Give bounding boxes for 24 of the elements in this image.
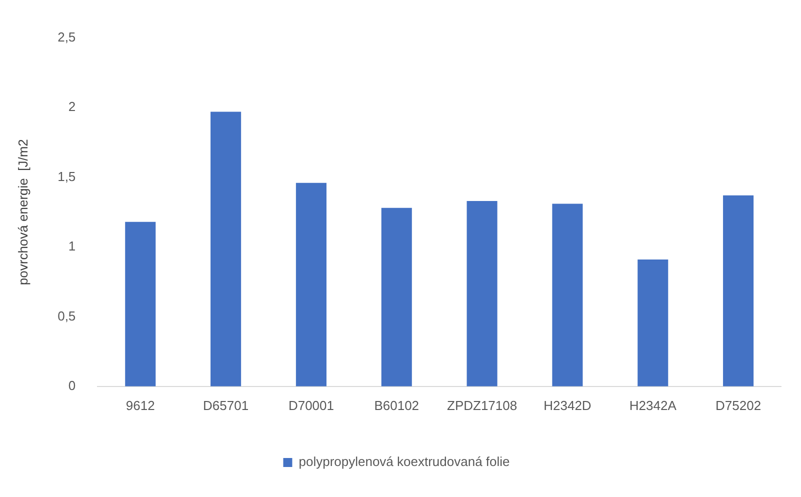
bar <box>210 112 242 386</box>
y-tick-label: 0 <box>68 378 76 393</box>
y-tick-label: 0,5 <box>58 308 76 324</box>
bar <box>381 208 412 386</box>
bar <box>552 204 583 386</box>
bar <box>466 200 498 386</box>
x-tick-label: B60102 <box>374 398 420 413</box>
x-tick-label: D70001 <box>288 398 334 413</box>
bar <box>638 260 668 386</box>
y-tick-label: 1 <box>68 238 76 254</box>
y-tick-label: 2 <box>68 99 76 114</box>
bar <box>125 222 156 386</box>
x-tick-label: H2342D <box>544 398 592 413</box>
y-axis-title: povrchová energie [J/m2 <box>15 139 30 286</box>
legend-label: polypropylenová koextrudovaná folie <box>298 454 510 470</box>
x-tick-label: D65701 <box>203 398 249 413</box>
x-tick-label: D75202 <box>716 398 762 413</box>
x-tick-label: 9612 <box>126 398 155 413</box>
bar <box>723 195 754 386</box>
bar <box>296 182 326 386</box>
y-tick-label: 2,5 <box>58 29 76 44</box>
x-tick-label: ZPDZ17108 <box>446 398 518 413</box>
y-tick-label: 1,5 <box>58 168 76 184</box>
x-tick-label: H2342A <box>629 398 677 413</box>
